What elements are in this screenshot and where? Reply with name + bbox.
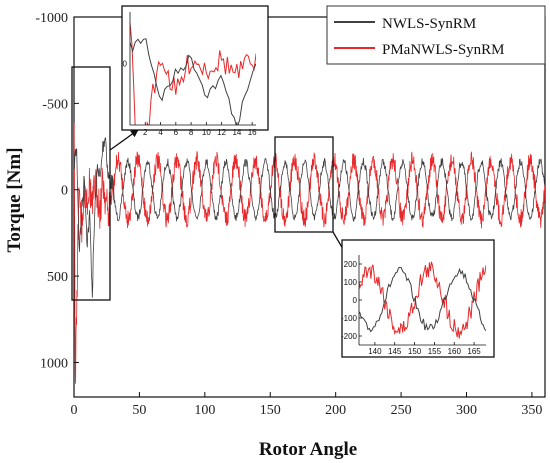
- y-tick-label: -1000: [35, 11, 68, 26]
- inset-steady-line-pmanwls: [359, 261, 486, 339]
- x-tick-label: 150: [260, 403, 281, 418]
- inset-steady-y-tick: -100: [341, 314, 358, 323]
- legend-label-pmanwls: PMaNWLS-SynRM: [382, 42, 505, 58]
- inset-startup-x-tick: 12: [217, 128, 226, 137]
- inset-startup: 2 4 6 8 10 12 14 16 0: [121, 5, 269, 137]
- inset-startup-x-tick: 10: [202, 128, 211, 137]
- inset-startup-x-tick: 4: [158, 128, 163, 137]
- x-tick-label: 0: [71, 403, 78, 418]
- x-tick-label: 50: [132, 403, 146, 418]
- inset-steady-y-tick: -200: [341, 332, 358, 341]
- zoom-arrow-start: [109, 129, 139, 151]
- y-tick-label: 0: [61, 184, 68, 199]
- inset-startup-x-tick: 2: [143, 128, 148, 137]
- inset-startup-line-nwls: [130, 38, 256, 125]
- inset-steady-x-tick: 145: [388, 347, 402, 356]
- legend-box: [326, 5, 546, 65]
- inset-startup-x-tick: 8: [189, 128, 194, 137]
- inset-steady-frame: [341, 239, 495, 358]
- inset-startup-x-tick: 16: [248, 128, 257, 137]
- inset-steady-x-tick: 165: [467, 347, 481, 356]
- x-tick-label: 200: [325, 403, 346, 418]
- inset-startup-line-pmanwls: [130, 23, 256, 125]
- inset-steady-y-tick: 200: [344, 260, 358, 269]
- y-tick-label: -500: [42, 97, 68, 112]
- x-tick-label: 300: [456, 403, 477, 418]
- inset-steady-x-tick: 160: [448, 347, 462, 356]
- main-plot-area: [73, 16, 546, 398]
- inset-steady-x-tick: 140: [368, 347, 382, 356]
- inset-steady-y-tick: 0: [353, 296, 358, 305]
- inset-startup-y-tick: 0: [123, 59, 128, 68]
- zoom-region-mid: [274, 136, 334, 233]
- inset-startup-x-tick: 14: [232, 128, 241, 137]
- x-tick-label: 100: [194, 403, 215, 418]
- y-tick-label: 1000: [40, 356, 68, 371]
- inset-steady-y-tick: 100: [344, 278, 358, 287]
- x-axis-label: Rotor Angle: [259, 439, 357, 460]
- inset-steady-x-tick: 150: [408, 347, 422, 356]
- series-line-nwls: [74, 137, 545, 298]
- legend-label-nwls: NWLS-SynRM: [382, 16, 476, 32]
- x-tick-label: 250: [391, 403, 412, 418]
- inset-steady-state: 140 145 150 155 160 165 200 100 0 -100 -200: [341, 239, 495, 358]
- plot-frame: [73, 16, 546, 398]
- y-axis-label: Torque [Nm]: [4, 147, 25, 252]
- zoom-region-start: [71, 66, 111, 301]
- inset-startup-x-tick: 6: [174, 128, 179, 137]
- inset-startup-frame: [121, 5, 269, 131]
- legend: NWLS-SynRM PMaNWLS-SynRM: [326, 5, 546, 65]
- y-tick-label: 500: [47, 270, 68, 285]
- inset-steady-x-tick: 155: [428, 347, 442, 356]
- x-tick-label: 350: [521, 403, 542, 418]
- inset-steady-line-nwls: [359, 266, 486, 333]
